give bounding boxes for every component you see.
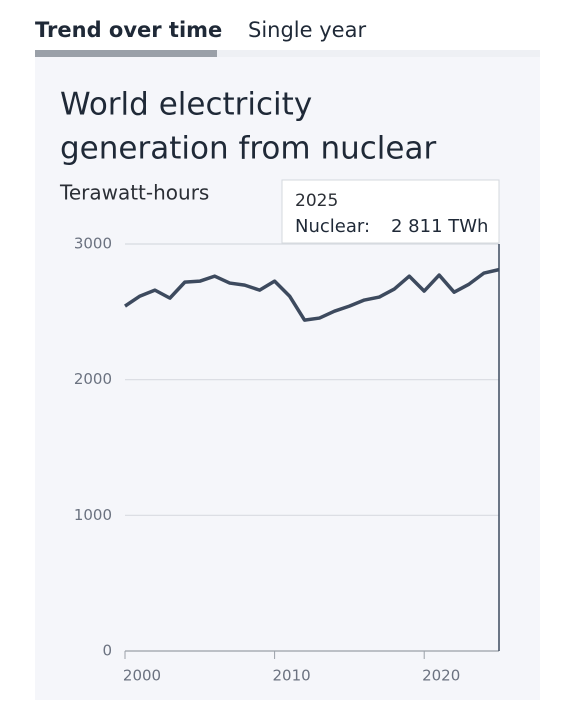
x-tick-label: 2000 — [123, 667, 161, 685]
chart-title: World electricity — [60, 87, 312, 123]
chart-subtitle: Terawatt-hours — [59, 181, 209, 205]
y-tick-label: 2000 — [74, 370, 112, 388]
y-tick-label: 3000 — [74, 235, 112, 253]
chart-panel — [35, 57, 540, 700]
tooltip-series: Nuclear: — [295, 216, 370, 237]
active-tab-underline — [35, 50, 217, 57]
chart-title: generation from nuclear — [60, 131, 436, 167]
x-tick-label: 2010 — [273, 667, 311, 685]
tooltip — [281, 179, 500, 244]
tab[interactable]: Trend over time — [35, 18, 222, 42]
tab-bar — [35, 50, 540, 57]
x-tick-label: 2020 — [422, 667, 460, 685]
data-line — [124, 267, 500, 322]
tab[interactable]: Single year — [248, 18, 366, 42]
tooltip-value: 2 811 TWh — [391, 216, 488, 237]
y-tick-label: 0 — [102, 642, 112, 660]
y-tick-label: 1000 — [74, 506, 112, 524]
tooltip-year: 2025 — [295, 191, 338, 211]
